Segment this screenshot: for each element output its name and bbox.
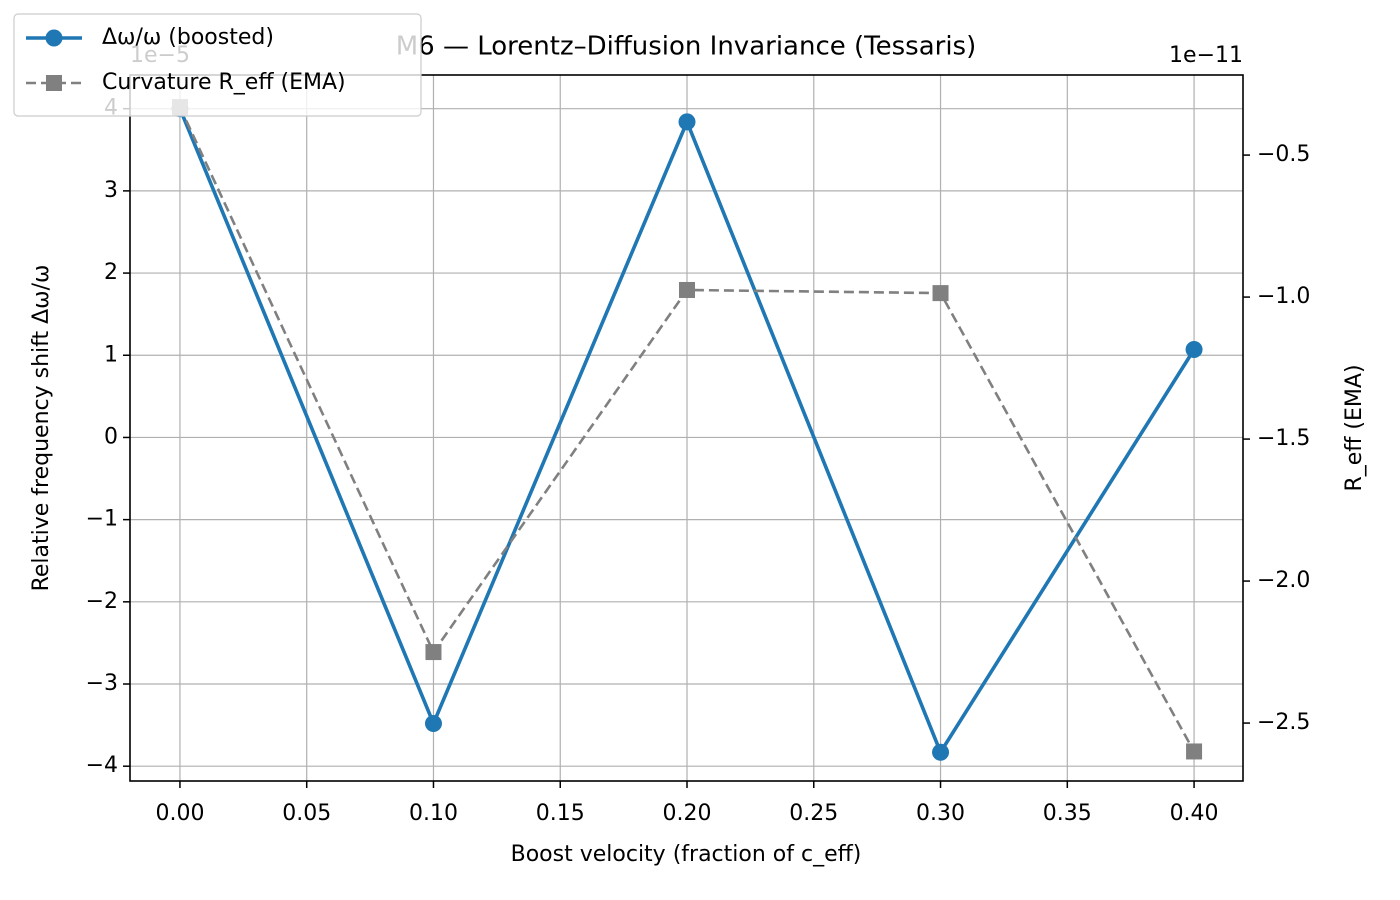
y-tick-label: 1 <box>104 342 118 367</box>
x-tick-label: 0.40 <box>1170 801 1219 826</box>
chart-title: M6 — Lorentz–Diffusion Invariance (Tessa… <box>396 32 977 62</box>
x-tick-label: 0.25 <box>789 801 838 826</box>
x-axis-label: Boost velocity (fraction of c_eff) <box>511 842 862 867</box>
y-tick-label: −1 <box>86 507 118 532</box>
y2-tick-label: −1.0 <box>1257 284 1310 309</box>
y-tick-label: −3 <box>86 671 118 696</box>
y2-tick-label: −0.5 <box>1257 142 1310 167</box>
x-tick-label: 0.05 <box>282 801 331 826</box>
x-tick-label: 0.10 <box>409 801 458 826</box>
y2-offset-label: 1e−11 <box>1169 43 1243 68</box>
y-tick-label: −4 <box>86 753 118 778</box>
legend-box <box>13 13 422 117</box>
y2-tick-label: −1.5 <box>1257 426 1310 451</box>
data-point <box>424 714 442 732</box>
y-tick-label: −2 <box>86 589 118 614</box>
x-tick-label: 0.20 <box>663 801 712 826</box>
data-point <box>932 743 950 761</box>
y-tick-label: 2 <box>104 260 118 285</box>
data-point <box>678 113 696 131</box>
x-tick-label: 0.15 <box>536 801 585 826</box>
legend-marker <box>45 29 63 47</box>
y-tick-label: 0 <box>104 424 118 449</box>
y2-tick-label: −2.0 <box>1257 568 1310 593</box>
y-axis-label: Relative frequency shift Δω/ω <box>29 265 54 592</box>
data-point <box>1186 743 1203 760</box>
y2-axis-label: R_eff (EMA) <box>1342 364 1367 491</box>
legend-label: Curvature R_eff (EMA) <box>102 70 346 95</box>
plot-frame <box>129 74 1244 782</box>
data-point <box>425 644 442 661</box>
x-tick-label: 0.00 <box>155 801 204 826</box>
y-tick-label: 3 <box>104 178 118 203</box>
legend-marker <box>46 75 62 91</box>
data-point <box>932 285 949 302</box>
data-point <box>1185 341 1203 359</box>
data-point <box>679 281 696 298</box>
y2-tick-label: −2.5 <box>1257 710 1310 735</box>
x-tick-label: 0.30 <box>916 801 965 826</box>
x-tick-label: 0.35 <box>1043 801 1092 826</box>
legend-label: Δω/ω (boosted) <box>102 25 274 50</box>
